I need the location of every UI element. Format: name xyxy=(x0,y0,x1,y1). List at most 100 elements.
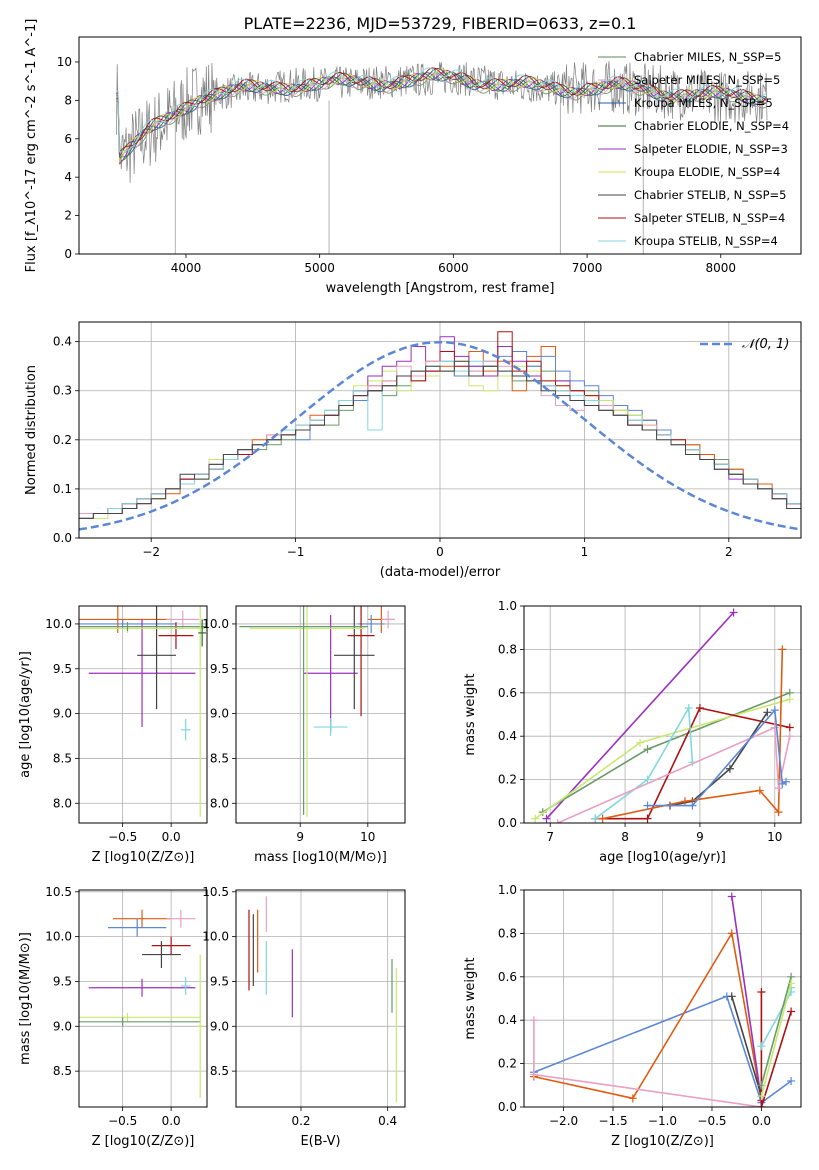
x-tick-label: 10 xyxy=(767,830,782,844)
x-tick-label: 4000 xyxy=(171,261,202,275)
weight-line xyxy=(731,896,763,1101)
weight-marker xyxy=(770,706,779,715)
weight-marker xyxy=(757,1092,766,1101)
legend-label: 𝒩(0, 1) xyxy=(742,337,789,352)
y-tick-label: 10.0 xyxy=(202,930,229,944)
y-tick-label: 4 xyxy=(64,170,72,184)
y-tick-label: 8.5 xyxy=(53,751,72,765)
x-axis-label: Z [log10(Z/Z⊙)] xyxy=(92,1134,195,1149)
weight-line xyxy=(731,996,763,1097)
x-tick-label: 7 xyxy=(546,830,554,844)
panel-7: 0.2 0.4 8.5 9.0 9.5 10.0 10.5 E(B-V) xyxy=(202,885,406,1149)
weight-marker xyxy=(643,801,652,810)
weight-marker xyxy=(643,775,652,784)
model-spectrum xyxy=(116,67,767,153)
legend-label: Salpeter ELODIE, N_SSP=3 xyxy=(634,142,788,156)
weight-marker xyxy=(628,1094,637,1103)
y-tick-label: 0.0 xyxy=(53,531,72,545)
y-axis-label: mass weight xyxy=(463,673,478,755)
y-axis-label: mass [log10(M/M⊙)] xyxy=(18,932,33,1065)
weight-marker xyxy=(727,992,736,1001)
legend-label: Kroupa MILES, N_SSP=5 xyxy=(634,96,773,110)
y-tick-label: 0.2 xyxy=(53,433,72,447)
y-axis-label: Normed distribution xyxy=(24,365,39,495)
plot-area xyxy=(79,909,205,1099)
legend-label: Chabrier MILES, N_SSP=5 xyxy=(634,50,781,64)
legend-label: Kroupa ELODIE, N_SSP=4 xyxy=(634,165,780,179)
weight-marker xyxy=(529,1016,538,1025)
axes-frame xyxy=(78,321,802,539)
y-tick-label: 0.6 xyxy=(498,686,517,700)
weight-line xyxy=(557,726,791,823)
axes-frame xyxy=(235,605,406,824)
weight-marker xyxy=(785,695,794,704)
x-axis-label: Z [log10(Z/Z⊙)] xyxy=(611,1134,714,1149)
weight-line xyxy=(760,992,792,1107)
model-spectrum xyxy=(116,67,767,154)
legend: 𝒩(0, 1) xyxy=(700,337,789,352)
x-tick-label: 0 xyxy=(436,545,444,559)
panel-4: 9 10 8.0 8.5 9.0 9.5 10.0 mass [log10(M/M⊙)] xyxy=(202,605,406,865)
y-tick-label: 10.0 xyxy=(45,930,72,944)
y-tick-label: 9.0 xyxy=(53,1019,72,1033)
y-tick-label: 9.5 xyxy=(210,662,229,676)
weight-marker xyxy=(757,1103,766,1107)
legend-label: Salpeter MILES, N_SSP=5 xyxy=(634,73,780,87)
panel-3: −0.5 0.0 8.0 8.5 9.0 9.5 10.0 Z [log10(Z/Z⊙)] ag… xyxy=(18,605,208,865)
axes-frame xyxy=(235,889,406,1108)
legend-label: Chabrier STELIB, N_SSP=5 xyxy=(634,188,786,202)
weight-marker xyxy=(757,1042,766,1051)
plot-area xyxy=(79,331,801,531)
y-axis-label: mass weight xyxy=(463,957,478,1039)
y-tick-label: 0.2 xyxy=(498,1057,517,1071)
weight-marker xyxy=(727,929,736,938)
y-tick-label: 0.3 xyxy=(53,384,72,398)
histogram-series xyxy=(79,360,801,519)
weight-marker xyxy=(787,1076,796,1085)
axes-frame xyxy=(78,36,802,255)
model-spectrum xyxy=(116,67,767,159)
weight-line xyxy=(534,698,791,820)
x-tick-label: 0.0 xyxy=(752,1114,771,1128)
weight-marker xyxy=(725,764,734,773)
y-tick-label: 0.4 xyxy=(53,335,72,349)
weight-marker xyxy=(770,723,779,732)
weight-marker xyxy=(787,1007,796,1016)
panel-2: −2 −1 0 1 2 0.0 0.1 0.2 0.3 0.4 𝒩(0, 1) (data-model… xyxy=(24,321,802,580)
panel-5: 7 8 9 10 0.0 0.2 0.4 0.6 0.8 1.0 age [log10(age/yr… xyxy=(463,599,802,865)
x-tick-label: 0.0 xyxy=(162,830,181,844)
weight-line xyxy=(760,976,792,1086)
weight-marker xyxy=(688,801,697,810)
weight-marker xyxy=(785,732,794,741)
y-tick-label: 1.0 xyxy=(498,883,517,897)
weight-line xyxy=(594,705,694,820)
y-tick-label: 10.0 xyxy=(45,617,72,631)
weight-line xyxy=(545,611,735,820)
x-tick-label: 7000 xyxy=(572,261,603,275)
plot-area xyxy=(531,608,794,823)
weight-marker xyxy=(757,987,766,996)
y-tick-label: 9.5 xyxy=(53,662,72,676)
weight-marker xyxy=(591,814,600,823)
weight-marker xyxy=(774,784,783,793)
weight-marker xyxy=(778,645,787,654)
weight-marker xyxy=(542,814,551,823)
x-tick-label: 6000 xyxy=(438,261,469,275)
y-tick-label: 9.0 xyxy=(210,707,229,721)
x-tick-label: 0.0 xyxy=(162,1114,181,1128)
y-tick-label: 0.8 xyxy=(498,926,517,940)
x-axis-label: age [log10(age/yr)] xyxy=(599,850,726,865)
y-tick-label: 8.5 xyxy=(210,1064,229,1078)
y-tick-label: 0 xyxy=(64,247,72,261)
y-tick-label: 8.0 xyxy=(210,796,229,810)
figure-title: PLATE=2236, MJD=53729, FIBERID=0633, z=0… xyxy=(244,14,637,33)
weight-marker xyxy=(755,786,764,795)
y-tick-label: 9.5 xyxy=(53,974,72,988)
axes-frame xyxy=(78,889,208,1108)
y-tick-label: 8 xyxy=(64,93,72,107)
x-tick-label: −1.0 xyxy=(648,1114,677,1128)
axes-frame xyxy=(78,605,208,824)
weight-marker xyxy=(727,892,736,901)
legend: Chabrier MILES, N_SSP=5 Salpeter MILES, N… xyxy=(598,50,789,248)
y-tick-label: 9.0 xyxy=(210,1019,229,1033)
